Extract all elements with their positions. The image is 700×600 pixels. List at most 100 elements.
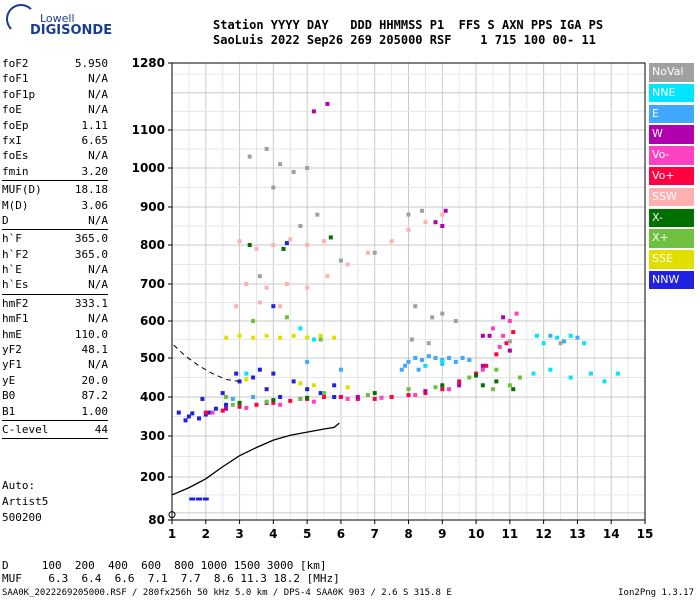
echo-point-e [575,335,580,340]
param-row-yf1: yF1 N/A [2,357,108,372]
param-row-fof1p: foF1p N/A [2,87,108,102]
divider [2,419,108,421]
echo-point-sse [278,335,283,340]
echo-point-nnw [224,402,229,407]
echo-point-x- [490,387,495,392]
echo-point-e [453,359,458,364]
echo-point-x- [230,402,235,407]
echo-point-x- [365,393,370,398]
echo-point-ssw [389,239,394,244]
y-tick-label: 600 [140,314,165,328]
echo-point-x- [494,367,499,372]
echo-point-ssw [322,239,327,244]
echo-point-x- [251,319,256,323]
echo-point-e [433,356,438,360]
artist-code: 500200 [2,511,42,524]
param-row-yf2: yF2 48.1 [2,342,108,357]
echo-point-ssw [244,282,249,286]
echo-point-sse [345,385,350,390]
echo-point-noval [298,224,303,228]
echo-point-ssw [237,239,242,244]
param-value: N/A [88,72,108,86]
echo-point-vo- [372,396,377,401]
es-echo-point [189,497,196,501]
echo-point-e [399,367,404,372]
echo-point-vo- [311,399,316,404]
echo-point-noval [430,315,435,320]
param-row-fxi: fxI 6.65 [2,133,108,148]
param-row-m-d-: M(D) 3.06 [2,198,108,213]
y-tick-label: 80 [148,513,165,527]
echo-point-sse [291,333,296,338]
echo-point-nne [534,333,539,338]
header-line-2: SaoLuis 2022 Sep26 269 205000 RSF 1 715 … [213,33,596,47]
param-value: 87.2 [81,389,109,403]
echo-point-noval [257,274,262,279]
echo-point-nnw [278,395,283,399]
echo-point-nnw [197,416,202,421]
echo-point-nne [568,333,573,338]
echo-point-vo- [278,402,283,407]
echo-point-sse [311,383,316,388]
echo-point-ssw [257,300,262,305]
legend-item-vo-: Vo- [649,146,694,165]
y-tick-label: 400 [140,390,165,404]
echo-point-vo- [244,405,249,410]
echo-point-vo- [457,379,462,384]
echo-point-sse [298,381,303,386]
y-tick-label: 800 [140,238,165,252]
x-tick-label: 8 [404,527,412,541]
echo-point-ssw [345,262,350,267]
param-row-foe: foE N/A [2,102,108,117]
echo-point-e [305,359,310,364]
digisonde-logo: Lowell DIGISONDE [0,0,113,46]
echo-point-nnw [234,371,239,376]
echo-point-nnw [190,411,195,416]
echo-point-x- [328,235,333,240]
echo-point-e [416,367,421,372]
y-tick-label: 1100 [132,123,165,137]
echo-point-nne [440,359,445,364]
station-header: Station YYYY DAY DDD HHMMSS P1 FFS S AXN… [213,18,603,48]
legend-item-x-: X- [649,208,694,228]
logo-digisonde: DIGISONDE [30,23,113,38]
echo-point-e [251,395,256,399]
echo-point-nnw [176,410,181,415]
x-tick-label: 14 [603,527,620,541]
auto-label: Auto: [2,479,36,492]
legend-item-ssw: SSW [649,187,694,207]
echo-point-e [447,356,452,360]
param-name: fmin [2,164,29,178]
divider [2,293,108,295]
param-value: 333.1 [74,296,108,310]
echo-point-x- [494,379,499,384]
x-tick-label: 10 [468,527,485,541]
param-name: fxI [2,133,22,147]
echo-point-w [355,395,360,399]
echo-point-noval [413,304,418,309]
legend-item-noval: NoVal [649,63,694,82]
echo-point-vo- [379,395,384,400]
echo-point-vo- [345,396,350,401]
param-row-ye: yE 20.0 [2,373,108,388]
echo-point-nne [423,363,428,368]
echo-point-nnw [207,410,212,415]
echo-point-nnw [291,379,296,384]
echo-point-nne [602,379,607,384]
echo-point-e [406,359,411,364]
echo-point-ssw [365,250,370,255]
echo-point-noval [305,166,310,170]
echo-point-e [420,357,425,362]
echo-point-noval [558,341,563,346]
echo-point-nnw [200,396,205,401]
param-name: yE [2,373,16,387]
param-name: foF1p [2,87,36,101]
param-value: N/A [88,103,108,117]
x-tick-label: 5 [303,527,311,541]
param-name: MUF(D) [2,183,42,197]
echo-point-nne [615,371,620,376]
echo-point-w [325,101,330,106]
param-row-h-f: h`F 365.0 [2,231,108,246]
legend-item-sse: SSE [649,250,694,269]
